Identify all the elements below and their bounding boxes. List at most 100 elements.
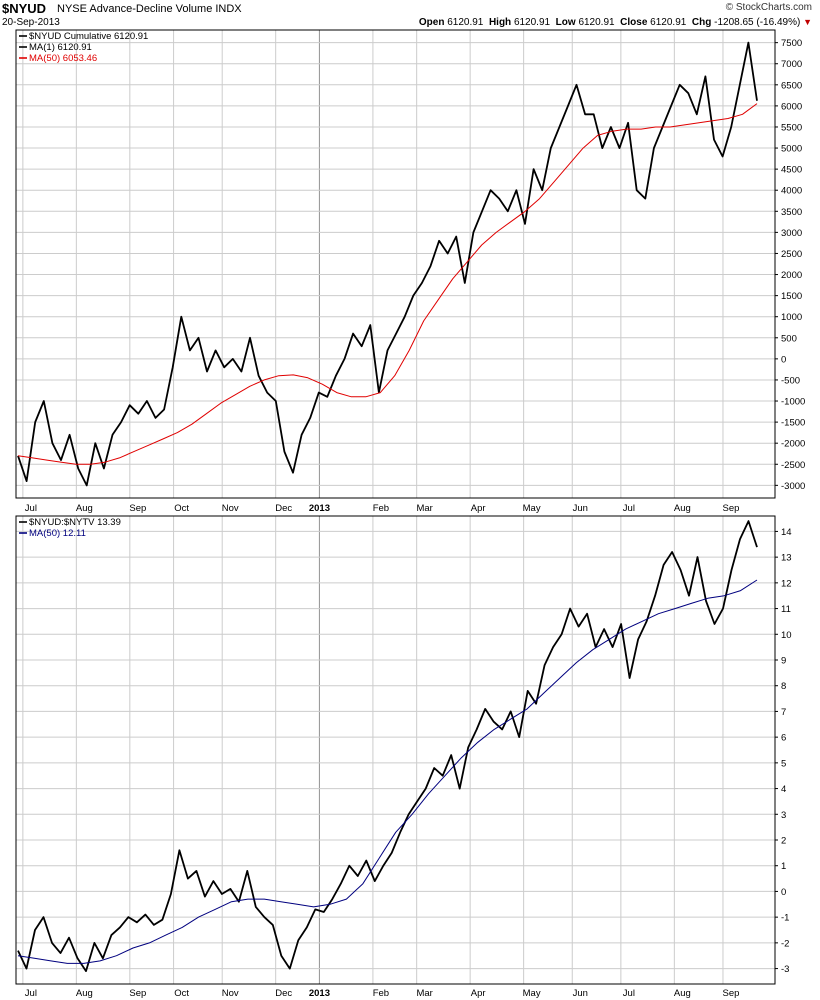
ma50-line[interactable] [17, 103, 758, 465]
chg-label: Chg [691, 17, 712, 28]
x-tick-label: Mar [416, 503, 432, 514]
x-tick-label: Nov [222, 503, 239, 514]
y-tick-label: -2 [781, 938, 789, 949]
y-tick-label: 4 [781, 784, 786, 795]
x-tick-label: Oct [174, 503, 189, 514]
y-tick-label: 7500 [781, 38, 802, 49]
x-tick-label: Nov [222, 988, 239, 999]
x-tick-label: Sep [129, 988, 146, 999]
y-tick-label: 5 [781, 758, 786, 769]
y-tick-label: 12 [781, 578, 792, 589]
high-value: 6120.91 [513, 17, 551, 28]
x-tick-label: Sep [129, 503, 146, 514]
y-tick-label: 0 [781, 354, 786, 365]
symbol: $NYUD [2, 1, 47, 16]
x-tick-label: Apr [471, 503, 486, 514]
y-tick-label: -2500 [781, 460, 805, 471]
x-tick-label: Feb [373, 503, 389, 514]
x-tick-label: Dec [275, 503, 292, 514]
y-tick-label: 1 [781, 861, 786, 872]
legend-entry: $NYUD:$NYTV 13.39 [29, 517, 121, 528]
y-tick-label: -500 [781, 375, 800, 386]
ma50-line[interactable] [17, 579, 758, 964]
x-tick-label: Jun [573, 988, 588, 999]
chg-value: -1208.65 (-16.49%) [714, 17, 801, 28]
y-tick-label: 6000 [781, 101, 802, 112]
legend-entry: $NYUD Cumulative 6120.91 [29, 31, 148, 42]
legend-entry: MA(50) 12.11 [29, 528, 86, 539]
y-tick-label: -1500 [781, 418, 805, 429]
y-tick-label: 11 [781, 604, 791, 615]
x-tick-label: Aug [76, 503, 93, 514]
y-tick-label: 1500 [781, 291, 802, 302]
high-label: High [488, 17, 512, 28]
index-name: NYSE Advance-Decline Volume INDX [57, 3, 242, 15]
chart-panel-2: Jul Aug Sep Oct Nov Dec 2013 Feb Mar Apr May Jun Jul… [15, 515, 792, 999]
y-tick-label: 9 [781, 656, 786, 667]
x-tick-label: May [523, 503, 541, 514]
y-tick-label: 4500 [781, 165, 802, 176]
credit[interactable]: © StockCharts.com [725, 2, 812, 13]
x-tick-label: Oct [174, 988, 189, 999]
y-tick-label: 10 [781, 630, 792, 641]
legend-entry: MA(1) 6120.91 [29, 42, 92, 53]
x-tick-label: Jun [573, 503, 588, 514]
x-tick-label: Dec [275, 988, 292, 999]
x-tick-label: Apr [471, 988, 486, 999]
y-tick-label: -3000 [781, 481, 805, 492]
plot-border [15, 29, 776, 499]
x-tick-label: Mar [416, 988, 432, 999]
y-tick-label: 7000 [781, 59, 802, 70]
price-line[interactable] [17, 520, 758, 972]
x-tick-label: Aug [674, 503, 691, 514]
y-tick-label: 3000 [781, 228, 802, 239]
close-value: 6120.91 [650, 17, 687, 28]
plot-border [15, 515, 776, 985]
ohlc-readout: Open 6120.91 High 6120.91 Low 6120.91 Cl… [419, 17, 812, 28]
x-tick-label: Sep [723, 988, 740, 999]
y-tick-label: -2000 [781, 439, 805, 450]
x-tick-label: Jul [623, 988, 635, 999]
x-tick-label: Jul [623, 503, 635, 514]
down-triangle-icon: ▼ [803, 17, 812, 27]
low-label: Low [555, 17, 576, 28]
legend-entry: MA(50) 6053.46 [29, 53, 97, 64]
y-tick-label: -1000 [781, 397, 805, 408]
x-tick-label: Jul [25, 988, 37, 999]
y-tick-label: 2 [781, 836, 786, 847]
open-label: Open [418, 17, 445, 28]
low-value: 6120.91 [578, 17, 615, 28]
y-tick-label: 1000 [781, 312, 802, 323]
x-tick-label: Aug [76, 988, 93, 999]
x-tick-label: May [523, 988, 541, 999]
y-tick-label: 4000 [781, 186, 802, 197]
x-tick-label: Aug [674, 988, 691, 999]
y-tick-label: 6500 [781, 80, 802, 91]
y-tick-label: 2000 [781, 270, 802, 281]
chart-date: 20-Sep-2013 [2, 17, 60, 28]
y-tick-label: 6 [781, 733, 786, 744]
y-tick-label: 5000 [781, 144, 802, 155]
x-tick-label: Feb [373, 988, 389, 999]
chart-header: $NYUD NYSE Advance-Decline Volume INDX 2… [0, 0, 820, 30]
y-tick-label: 0 [781, 887, 786, 898]
y-tick-label: -1 [781, 913, 789, 924]
y-tick-label: 3 [781, 810, 786, 821]
x-tick-label: Jul [25, 503, 37, 514]
y-tick-label: 500 [781, 333, 797, 344]
chart-panel-1: Jul Aug Sep Oct Nov Dec 2013 Feb Mar Apr May Jun Jul… [15, 29, 805, 514]
x-tick-label: Sep [723, 503, 740, 514]
x-tick-label: 2013 [309, 988, 330, 999]
y-tick-label: 14 [781, 527, 792, 538]
y-tick-label: 7 [781, 707, 786, 718]
close-label: Close [620, 17, 648, 28]
y-tick-label: 3500 [781, 207, 802, 218]
y-tick-label: 8 [781, 681, 786, 692]
y-tick-label: -3 [781, 964, 789, 975]
y-tick-label: 5500 [781, 122, 802, 133]
price-line[interactable] [17, 41, 758, 487]
x-tick-label: 2013 [309, 503, 330, 514]
y-tick-label: 2500 [781, 249, 802, 260]
open-value: 6120.91 [447, 17, 484, 28]
